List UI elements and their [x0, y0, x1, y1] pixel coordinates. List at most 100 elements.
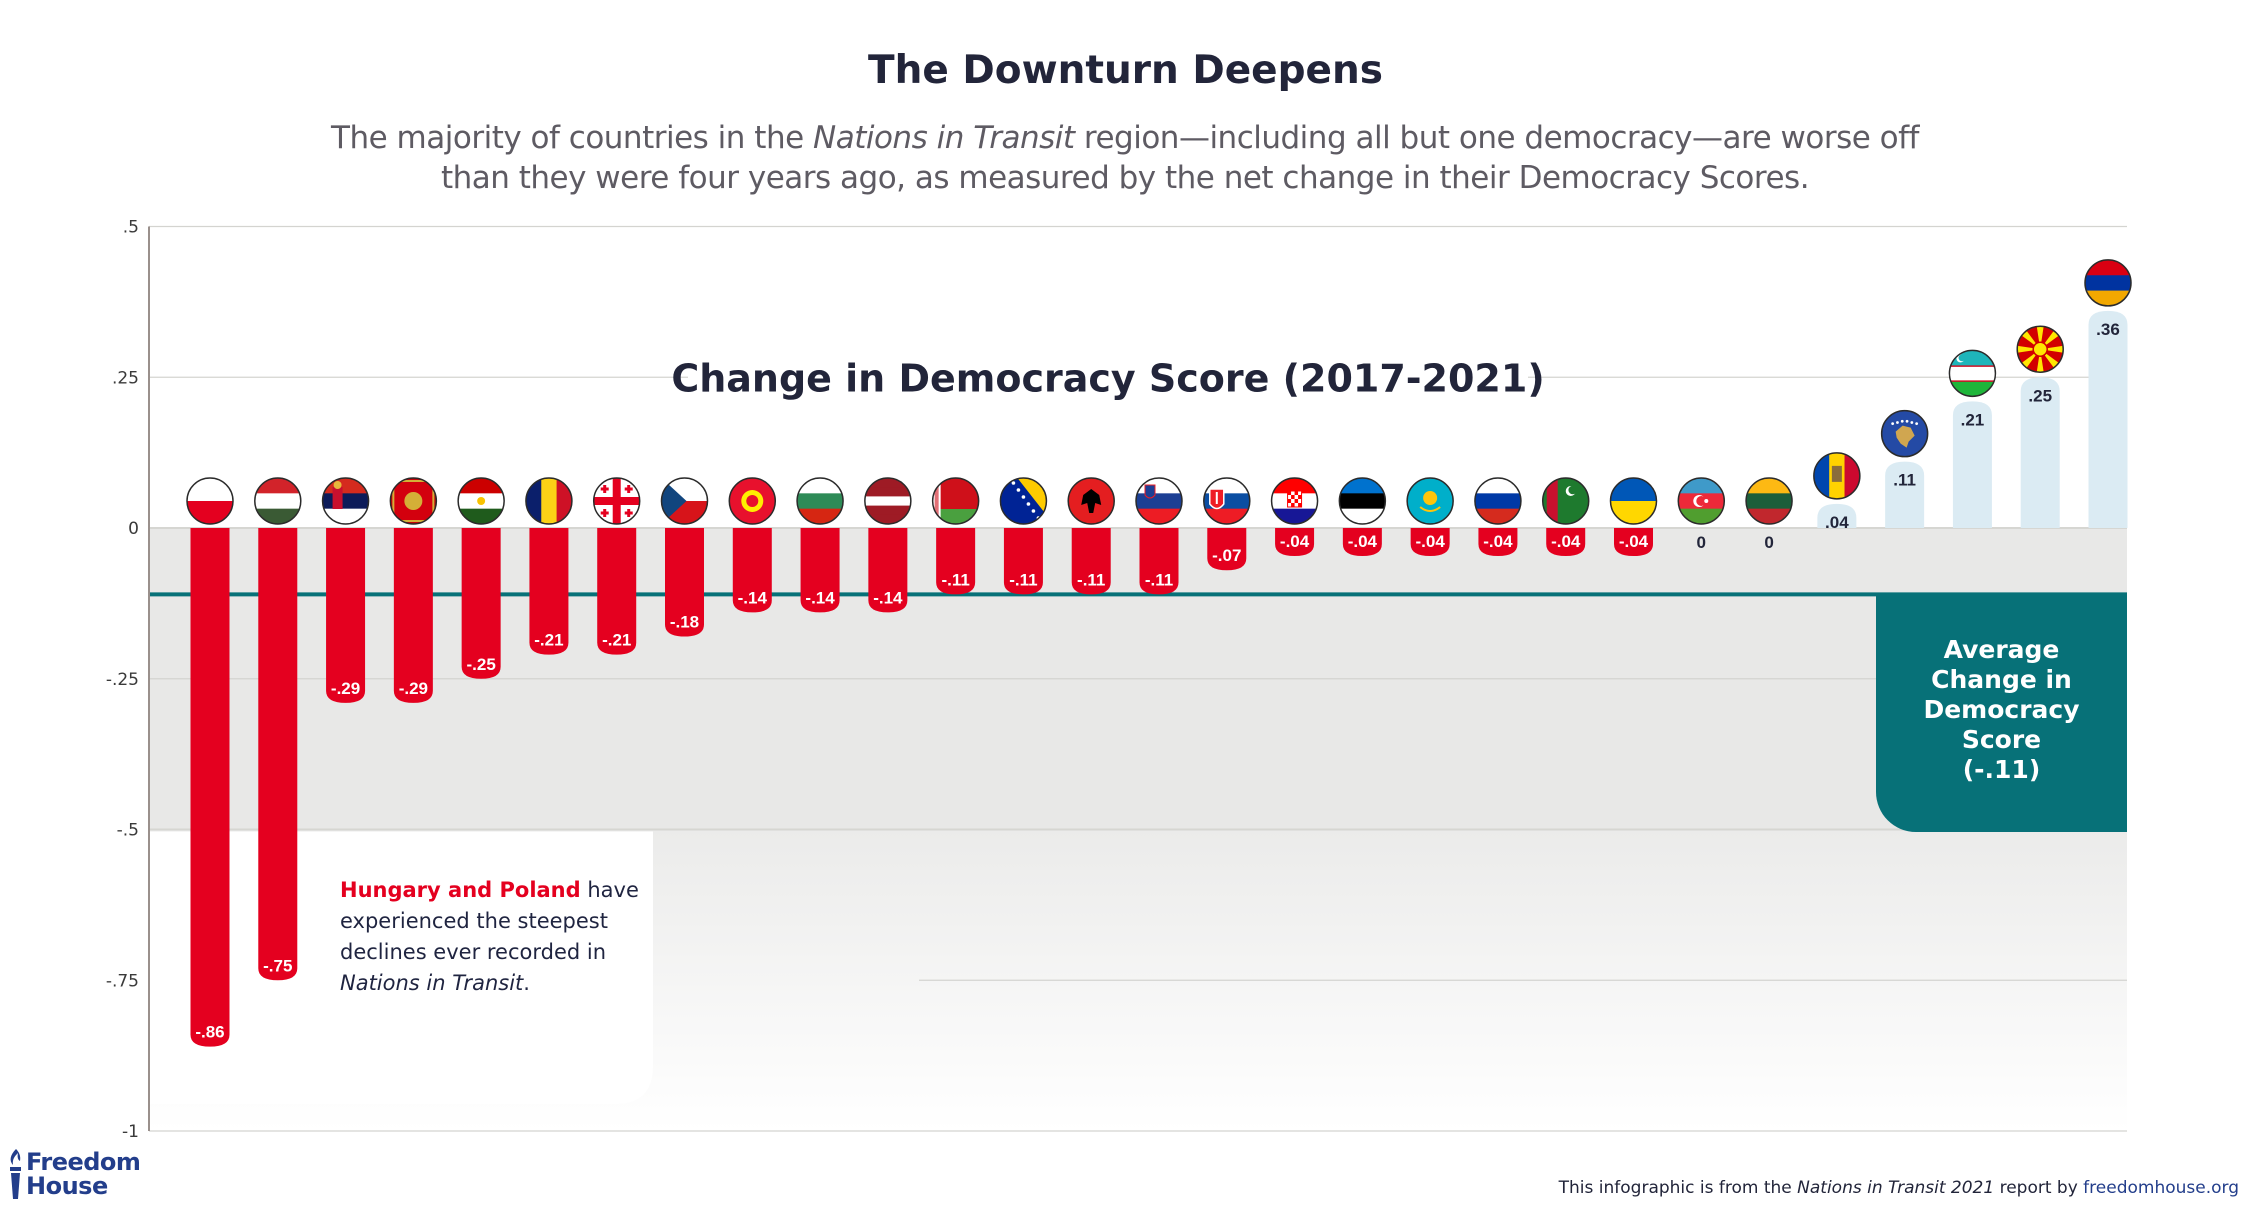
- logo-line-1: Freedom: [26, 1148, 141, 1176]
- romania-flag-icon: [525, 477, 573, 525]
- lithuania-flag-icon: [1745, 477, 1793, 525]
- bar-estonia: [1342, 528, 1382, 556]
- bar-value-label: -.04: [1280, 532, 1310, 551]
- bar-value-label: .36: [2096, 320, 2120, 339]
- bar-value-label: -.11: [1009, 570, 1037, 589]
- czech-flag-icon: [660, 477, 709, 525]
- turkmenistan-flag-icon: [1541, 477, 1590, 525]
- estonia-flag-icon: [1338, 477, 1387, 525]
- bar-serbia: [326, 528, 366, 703]
- subtitle-italic: Nations in Transit: [813, 120, 1075, 156]
- bar-czech-republic: [665, 528, 704, 637]
- page-subtitle: The majority of countries in the Nations…: [300, 118, 1950, 198]
- freedom-house-logo[interactable]: Freedom House: [8, 1146, 141, 1202]
- bar-value-label: 0: [1764, 533, 1773, 552]
- callout-text: have experienced the steepest declines e…: [340, 878, 639, 964]
- bar-value-label: -.04: [1483, 532, 1513, 551]
- bar-moldova: [1817, 503, 1857, 528]
- bar-belarus: [936, 528, 976, 595]
- credit-middle: report by: [1994, 1178, 2084, 1198]
- bar-croatia: [1275, 528, 1315, 556]
- bar-value-label: -.11: [1077, 570, 1105, 589]
- bar-russia: [1478, 528, 1518, 556]
- ukraine-flag-icon: [1609, 477, 1658, 525]
- hungary-poland-callout: Hungary and Poland have experienced the …: [340, 875, 640, 999]
- avg-line-1: Average: [1943, 635, 2060, 664]
- y-axis: .5 .25 0 -.25 -.5 -.75 -1: [106, 218, 150, 1142]
- moldova-flag-icon: [1813, 452, 1861, 500]
- bar-value-label: -.21: [602, 631, 631, 650]
- azerbaijan-flag-icon: [1677, 477, 1726, 525]
- bar-value-label: -.04: [1415, 532, 1445, 551]
- bar-bulgaria: [800, 528, 840, 613]
- bar-hungary: [258, 528, 298, 981]
- poland-flag-icon: [186, 477, 234, 525]
- bar-montenegro: [393, 528, 433, 703]
- subtitle-text-rest: region—including all but one democracy—a…: [440, 120, 1920, 196]
- bar-tajikistan: [461, 528, 501, 679]
- bar-slovakia: [1207, 528, 1247, 571]
- bar-value-label: -.29: [331, 679, 360, 698]
- kyrgyzstan-flag-icon: [728, 477, 777, 525]
- credit-italic: Nations in Transit 2021: [1797, 1178, 1995, 1198]
- bar-north-macedonia: [2020, 377, 2060, 528]
- y-tick-label: .5: [123, 218, 139, 238]
- bar-value-label: .11: [1893, 471, 1916, 490]
- y-tick-label: -.5: [117, 821, 139, 841]
- bars: -.86 -.75 -.29 -.29 -.25 -.21 -.21 -.18 -.14 -.14…: [190, 310, 2128, 1047]
- bar-turkmenistan: [1546, 528, 1586, 556]
- y-tick-label: .25: [112, 368, 139, 388]
- inner-title-group: Change in Democracy Score (2017-2021): [671, 347, 1545, 408]
- belarus-flag-icon: [931, 477, 980, 525]
- bar-value-label: -.14: [873, 588, 903, 607]
- y-tick-label: -.75: [106, 971, 139, 991]
- bar-bosnia-and-herzegovina: [1003, 528, 1043, 595]
- bar-value-label: .25: [2028, 386, 2052, 405]
- albania-flag-icon: [1067, 477, 1115, 525]
- bar-value-label: -.04: [1348, 532, 1378, 551]
- latvia-flag-icon: [864, 477, 912, 525]
- hungary-flag-icon: [254, 477, 302, 525]
- bar-value-label: -.14: [805, 588, 835, 607]
- georgia-flag-icon: [592, 477, 641, 525]
- torch-icon: [10, 1149, 21, 1199]
- uzbekistan-flag-icon: [1948, 349, 1997, 398]
- page-title: The Downturn Deepens: [868, 48, 1383, 93]
- bar-value-label: -.21: [534, 631, 563, 650]
- tajikistan-flag-icon: [457, 477, 505, 525]
- bar-uzbekistan: [1952, 401, 1992, 528]
- bar-value-label: -.18: [670, 613, 699, 632]
- bar-value-label: -.14: [738, 588, 768, 607]
- bar-value-label: -.07: [1212, 546, 1241, 565]
- russia-flag-icon: [1474, 477, 1522, 525]
- slovenia-flag-icon: [1135, 477, 1183, 525]
- bar-value-label: .04: [1825, 513, 1849, 532]
- bar-latvia: [868, 528, 908, 613]
- callout-highlight: Hungary and Poland: [340, 878, 581, 902]
- bar-value-label: -.04: [1619, 532, 1649, 551]
- bar-value-label: 0: [1697, 533, 1706, 552]
- freedomhouse-link[interactable]: freedomhouse.org: [2083, 1178, 2239, 1198]
- bar-kazakhstan: [1410, 528, 1450, 556]
- bar-armenia: [2088, 310, 2128, 528]
- chart-title: Change in Democracy Score (2017-2021): [671, 356, 1544, 400]
- inner-title-background: [688, 347, 1528, 408]
- slovakia-flag-icon: [1203, 477, 1251, 525]
- bar-georgia: [597, 528, 637, 655]
- avg-line-5: (-.11): [1962, 755, 2041, 784]
- bosnia-flag-icon: [999, 477, 1048, 525]
- montenegro-flag-icon: [389, 477, 438, 525]
- bar-kosovo: [1885, 461, 1925, 528]
- bar-value-label: -.25: [466, 655, 495, 674]
- bar-value-label: -.86: [195, 1023, 224, 1042]
- armenia-flag-icon: [2084, 259, 2132, 307]
- avg-line-3: Democracy: [1923, 695, 2080, 724]
- bar-slovenia: [1139, 528, 1179, 595]
- logo-line-2: House: [26, 1172, 108, 1200]
- bar-romania: [529, 528, 569, 655]
- y-tick-label: -1: [122, 1122, 139, 1142]
- bar-value-label: -.11: [1145, 570, 1173, 589]
- credit-prefix: This infographic is from the: [1558, 1178, 1798, 1198]
- croatia-flag-icon: [1270, 477, 1319, 525]
